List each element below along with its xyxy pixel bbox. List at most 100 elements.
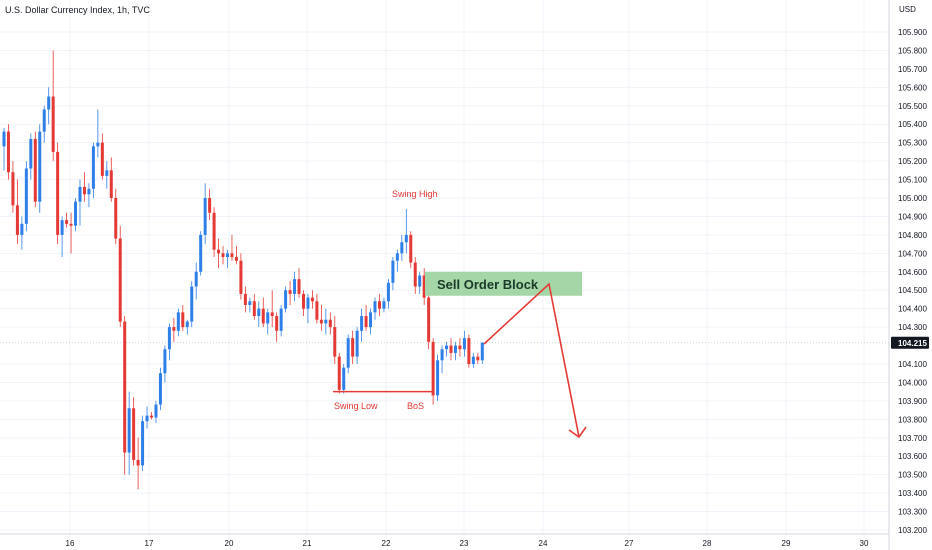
- candle-body: [154, 404, 158, 418]
- candle-body: [471, 356, 475, 364]
- y-tick-label: 105.800: [898, 46, 927, 55]
- y-tick-label: 104.300: [898, 323, 927, 332]
- candle-body: [261, 308, 265, 324]
- candle-body: [427, 297, 431, 342]
- candle-body: [319, 319, 323, 324]
- y-tick-label: 104.000: [898, 378, 927, 387]
- candle-body: [239, 260, 243, 294]
- candle-body: [315, 301, 319, 320]
- candle-body: [69, 223, 73, 226]
- chart-title: U.S. Dollar Currency Index, 1h, TVC: [5, 5, 150, 15]
- y-tick-label: 105.900: [898, 28, 927, 37]
- candle-body: [310, 297, 314, 302]
- x-tick-label: 30: [860, 539, 869, 548]
- candle-body: [87, 188, 91, 195]
- y-tick-label: 105.600: [898, 83, 927, 92]
- y-tick-label: 105.300: [898, 139, 927, 148]
- candle-body: [467, 338, 471, 364]
- price-axis[interactable]: 105.900 105.800 105.700 105.600 105.500 105.4…: [898, 28, 927, 535]
- y-tick-label: 103.600: [898, 452, 927, 461]
- y-tick-label: 103.400: [898, 489, 927, 498]
- candles: [2, 50, 484, 490]
- candle-body: [11, 172, 15, 206]
- candle-body: [208, 198, 212, 213]
- order-block-label: Sell Order Block: [437, 277, 539, 292]
- x-tick-label: 22: [382, 539, 391, 548]
- candle-body: [136, 459, 140, 466]
- candle-body: [226, 253, 229, 258]
- y-tick-label: 103.700: [898, 434, 927, 443]
- candle-body: [163, 349, 167, 374]
- last-price-badge: 104.215: [891, 336, 929, 349]
- candle-body: [109, 170, 113, 198]
- time-axis[interactable]: 16 17 20 21 22 23 24 27 28 29 30: [66, 539, 869, 548]
- candle-body: [185, 321, 189, 328]
- candle-body: [422, 275, 426, 298]
- candle-body: [24, 168, 28, 224]
- candle-body: [78, 186, 82, 202]
- candle-body: [445, 345, 449, 350]
- candle-body: [279, 308, 283, 331]
- candle-body: [96, 142, 100, 147]
- candle-body: [123, 321, 127, 453]
- drawing-overlays: Sell Order Block Swing High Swing Low BoS: [333, 189, 587, 439]
- candle-body: [476, 356, 480, 361]
- candle-body: [118, 238, 122, 322]
- candle-body: [217, 249, 221, 254]
- candle-body: [243, 293, 247, 305]
- candle-body: [386, 282, 390, 302]
- x-tick-label: 27: [625, 539, 634, 548]
- candle-body: [158, 373, 162, 405]
- candle-body: [413, 262, 417, 287]
- candle-body: [351, 338, 355, 357]
- candle-body: [150, 415, 154, 418]
- candle-body: [449, 345, 453, 353]
- axes: [0, 0, 890, 550]
- candle-body: [212, 212, 216, 250]
- candle-body: [38, 131, 42, 202]
- candle-body: [395, 253, 399, 261]
- candle-body: [328, 319, 332, 328]
- y-tick-label: 104.800: [898, 231, 927, 240]
- candle-body: [377, 301, 381, 309]
- candle-body: [132, 408, 136, 460]
- projection-arrowhead: [568, 426, 587, 439]
- candle-body: [65, 220, 69, 224]
- candle-body: [176, 312, 180, 331]
- y-tick-label: 104.400: [898, 305, 927, 314]
- candle-body: [369, 312, 373, 328]
- candle-body: [51, 96, 55, 152]
- x-tick-label: 20: [225, 539, 234, 548]
- candle-body: [373, 301, 377, 313]
- candle-body: [391, 260, 395, 283]
- candle-body: [324, 319, 328, 324]
- swing-high-label: Swing High: [392, 189, 438, 199]
- candle-body: [400, 242, 404, 254]
- candle-body: [284, 290, 288, 309]
- candle-body: [172, 327, 176, 331]
- candle-body: [194, 271, 198, 287]
- candle-body: [60, 220, 64, 235]
- y-tick-label: 103.800: [898, 415, 927, 424]
- y-tick-label: 103.300: [898, 508, 927, 517]
- swing-low-label: Swing Low: [334, 401, 378, 411]
- candle-body: [293, 279, 297, 294]
- candle-body: [203, 198, 207, 235]
- candle-body: [74, 201, 78, 226]
- candle-body: [2, 131, 6, 147]
- candle-body: [33, 138, 37, 202]
- candle-body: [404, 234, 408, 243]
- y-tick-label: 105.000: [898, 194, 927, 203]
- candle-body: [346, 338, 350, 368]
- candle-body: [230, 253, 234, 258]
- candle-body: [382, 301, 386, 309]
- candle-body: [462, 338, 466, 350]
- x-tick-label: 23: [460, 539, 469, 548]
- y-tick-label: 105.200: [898, 157, 927, 166]
- y-tick-label: 104.500: [898, 286, 927, 295]
- candle-body: [145, 415, 149, 422]
- projection-path[interactable]: [483, 282, 580, 438]
- y-tick-label: 103.500: [898, 471, 927, 480]
- candle-body: [15, 205, 19, 235]
